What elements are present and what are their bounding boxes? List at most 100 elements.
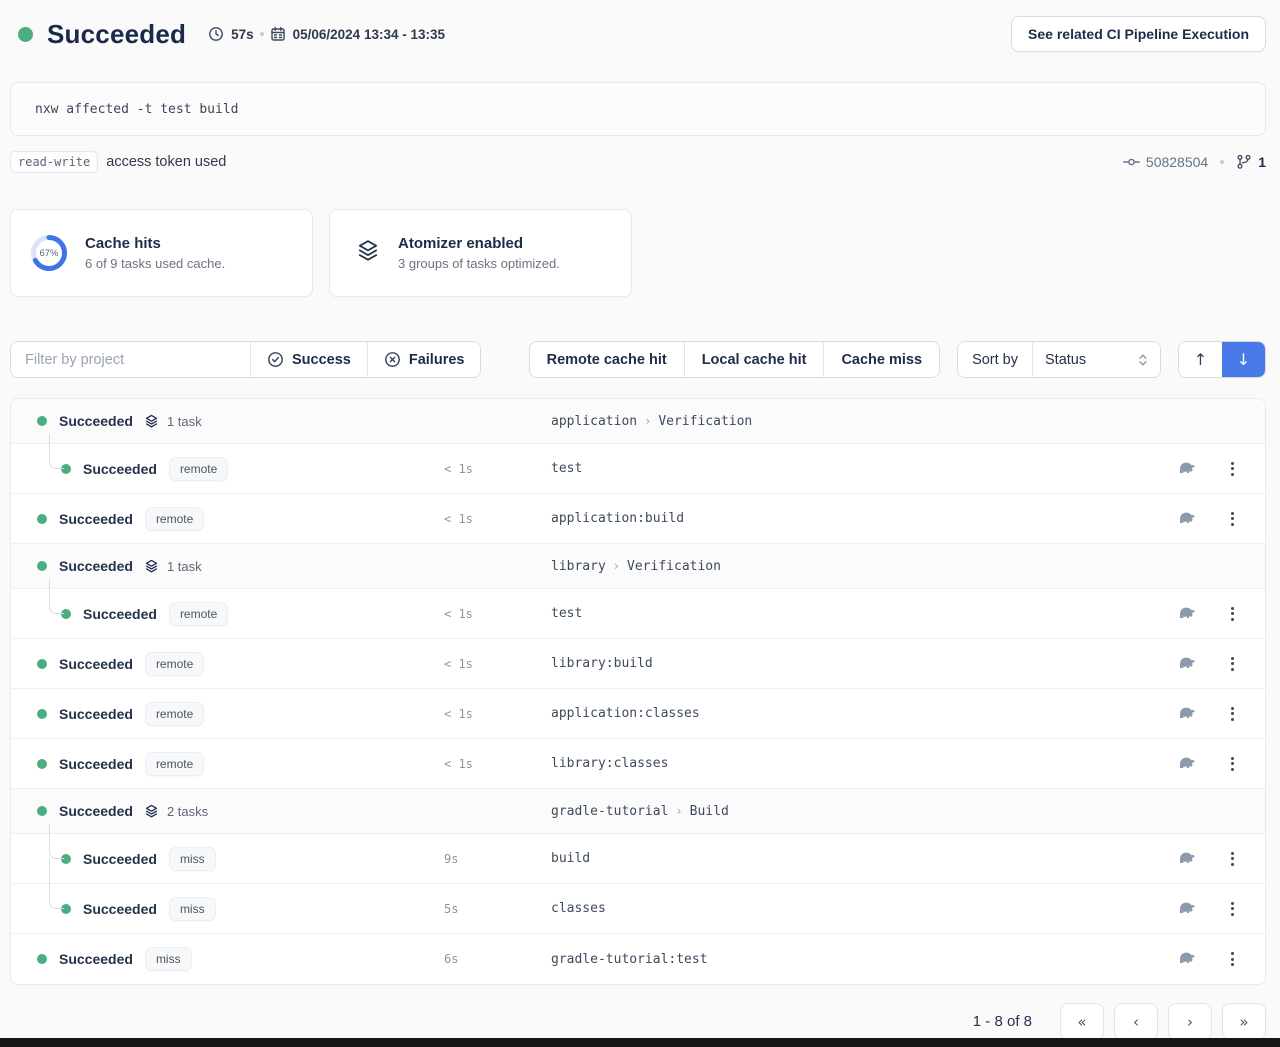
task-name: library:build xyxy=(551,656,653,671)
kebab-menu-icon[interactable] xyxy=(1228,754,1237,774)
task-group-row[interactable]: Succeeded 1 task application › Verification xyxy=(11,399,1265,444)
failures-filter-button[interactable]: Failures xyxy=(366,342,481,377)
success-filter-button[interactable]: Success xyxy=(250,342,367,377)
cache-hits-title: Cache hits xyxy=(85,235,161,252)
row-actions xyxy=(1177,753,1237,775)
arrow-down-icon: ↓ xyxy=(1236,350,1251,369)
row-status-label: Succeeded xyxy=(59,755,133,772)
sort-descending-button[interactable]: ↓ xyxy=(1222,342,1265,377)
gradle-elephant-icon[interactable] xyxy=(1177,508,1198,530)
status-dot xyxy=(37,954,47,964)
kebab-menu-icon[interactable] xyxy=(1228,849,1237,869)
task-count: 1 task xyxy=(166,413,202,429)
layers-icon xyxy=(143,803,160,820)
task-count: 2 tasks xyxy=(166,803,209,819)
last-page-button[interactable]: » xyxy=(1222,1003,1266,1040)
path-separator: › xyxy=(644,413,652,428)
next-page-button[interactable]: › xyxy=(1168,1003,1212,1040)
git-commit-icon xyxy=(1123,158,1140,166)
task-name: build xyxy=(551,851,591,866)
cache-status-badge: remote xyxy=(144,506,205,531)
row-actions xyxy=(1177,603,1237,625)
task-group-row[interactable]: Succeeded 1 task library › Verification xyxy=(11,544,1265,589)
cache-status-badge: miss xyxy=(168,896,216,921)
task-row[interactable]: Succeeded remote < 1s library:build xyxy=(11,639,1265,689)
task-row[interactable]: Succeeded remote < 1s test xyxy=(11,579,1265,639)
row-actions xyxy=(1177,898,1237,920)
kebab-menu-icon[interactable] xyxy=(1228,654,1237,674)
group-path: gradle-tutorial › Build xyxy=(551,804,729,819)
kebab-menu-icon[interactable] xyxy=(1228,899,1237,919)
task-name: test xyxy=(551,606,583,621)
kebab-menu-icon[interactable] xyxy=(1228,949,1237,969)
gradle-elephant-icon[interactable] xyxy=(1177,898,1198,920)
summary-cards: 67% Cache hits 6 of 9 tasks used cache. … xyxy=(10,209,1266,297)
gradle-elephant-icon[interactable] xyxy=(1177,753,1198,775)
duration-meta: 57s xyxy=(208,26,254,42)
task-row[interactable]: Succeeded miss 5s classes xyxy=(11,858,1265,934)
branch-count: 1 xyxy=(1258,154,1266,170)
pagination-label: 1 - 8 of 8 xyxy=(972,1013,1032,1030)
sort-direction-group: ↑ ↓ xyxy=(1178,341,1266,378)
status-dot xyxy=(37,708,47,719)
gradle-elephant-icon[interactable] xyxy=(1177,848,1198,870)
group-target: Verification xyxy=(658,413,753,429)
task-duration: < 1s xyxy=(444,606,473,621)
see-related-ci-pipeline-button[interactable]: See related CI Pipeline Execution xyxy=(1011,16,1266,52)
status-dot xyxy=(18,26,33,42)
task-duration: 5s xyxy=(444,901,459,916)
gradle-elephant-icon[interactable] xyxy=(1177,653,1198,675)
task-name: application:classes xyxy=(551,706,700,721)
task-row[interactable]: Succeeded remote < 1s application:build xyxy=(11,494,1265,544)
task-count: 1 task xyxy=(166,558,202,574)
filter-by-project-input[interactable] xyxy=(11,342,250,377)
group-path: library › Verification xyxy=(551,559,721,574)
row-status-label: Succeeded xyxy=(59,705,133,722)
task-name: gradle-tutorial:test xyxy=(551,951,708,967)
local-cache-hit-button[interactable]: Local cache hit xyxy=(683,342,824,377)
gradle-elephant-icon[interactable] xyxy=(1177,458,1198,480)
status-dot xyxy=(37,513,47,524)
atomizer-card[interactable]: Atomizer enabled 3 groups of tasks optim… xyxy=(329,209,632,297)
kebab-menu-icon[interactable] xyxy=(1228,509,1237,529)
task-row[interactable]: Succeeded remote < 1s library:classes xyxy=(11,739,1265,789)
row-status-label: Succeeded xyxy=(59,413,133,429)
sort-value: Status xyxy=(1045,351,1087,368)
task-row[interactable]: Succeeded miss 9s build xyxy=(11,824,1265,884)
command-text: nxw affected -t test build xyxy=(35,101,239,117)
gradle-elephant-icon[interactable] xyxy=(1177,703,1198,725)
row-status-label: Succeeded xyxy=(83,900,157,917)
task-row[interactable]: Succeeded remote < 1s test xyxy=(11,434,1265,494)
group-target: Verification xyxy=(627,558,721,574)
token-row: read-write access token used 50828504 1 xyxy=(10,151,1266,173)
cache-miss-button[interactable]: Cache miss xyxy=(823,342,940,377)
calendar-icon xyxy=(270,26,285,41)
sort-select[interactable]: Status xyxy=(1032,342,1160,377)
cache-status-badge: miss xyxy=(144,947,192,971)
group-project: library xyxy=(551,558,606,574)
gradle-elephant-icon[interactable] xyxy=(1177,603,1198,625)
kebab-menu-icon[interactable] xyxy=(1228,459,1237,479)
task-row[interactable]: Succeeded miss 6s gradle-tutorial:test xyxy=(11,934,1265,984)
cache-status-badge: remote xyxy=(168,601,229,626)
cache-status-badge: miss xyxy=(168,846,216,871)
status-dot xyxy=(37,806,47,816)
group-path: application › Verification xyxy=(551,414,752,429)
commit-info[interactable]: 50828504 1 xyxy=(1123,154,1266,170)
prev-page-button[interactable]: ‹ xyxy=(1114,1003,1158,1040)
failures-filter-label: Failures xyxy=(408,351,465,368)
kebab-menu-icon[interactable] xyxy=(1228,604,1237,624)
remote-cache-hit-button[interactable]: Remote cache hit xyxy=(529,342,684,377)
task-duration: < 1s xyxy=(444,706,473,721)
gradle-elephant-icon[interactable] xyxy=(1177,948,1198,970)
row-status-label: Succeeded xyxy=(59,510,133,527)
cache-hits-card[interactable]: 67% Cache hits 6 of 9 tasks used cache. xyxy=(10,209,313,297)
row-status-label: Succeeded xyxy=(83,460,157,477)
sort-ascending-button[interactable]: ↑ xyxy=(1179,342,1222,377)
task-group-row[interactable]: Succeeded 2 tasks gradle-tutorial › Build xyxy=(11,789,1265,834)
check-circle-icon xyxy=(268,352,283,367)
task-row[interactable]: Succeeded remote < 1s application:classes xyxy=(11,689,1265,739)
first-page-button[interactable]: « xyxy=(1060,1003,1104,1040)
kebab-menu-icon[interactable] xyxy=(1228,704,1237,724)
path-separator: › xyxy=(675,803,683,818)
